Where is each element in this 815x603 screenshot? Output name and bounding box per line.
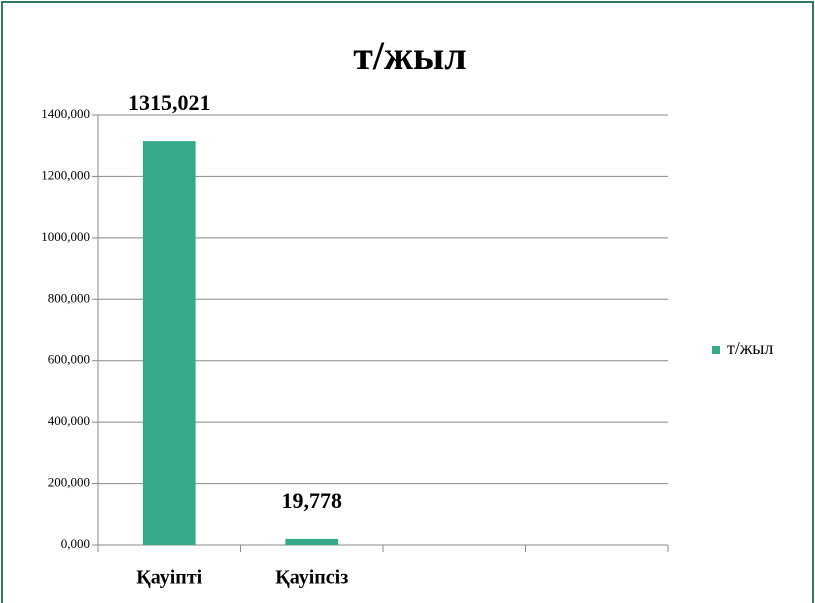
y-tick-label: 1000,000 — [41, 229, 90, 244]
y-tick-label: 1400,000 — [41, 106, 90, 121]
legend-swatch — [712, 346, 720, 354]
legend-label: т/жыл — [727, 338, 773, 358]
y-tick-label: 400,000 — [48, 413, 90, 428]
y-tick-label: 200,000 — [48, 475, 90, 490]
y-tick-label: 1200,000 — [41, 167, 90, 182]
bar — [142, 141, 196, 545]
y-tick-label: 800,000 — [48, 290, 90, 305]
data-label: 19,778 — [282, 488, 343, 513]
y-tick-label: 600,000 — [48, 352, 90, 367]
bar — [285, 538, 339, 545]
x-tick-label: Қауіпті — [136, 567, 202, 589]
y-tick-label: 0,000 — [61, 536, 90, 551]
data-label: 1315,021 — [128, 90, 211, 115]
chart-title: т/жыл — [353, 33, 466, 78]
x-tick-label: Қауіпсіз — [275, 567, 348, 589]
